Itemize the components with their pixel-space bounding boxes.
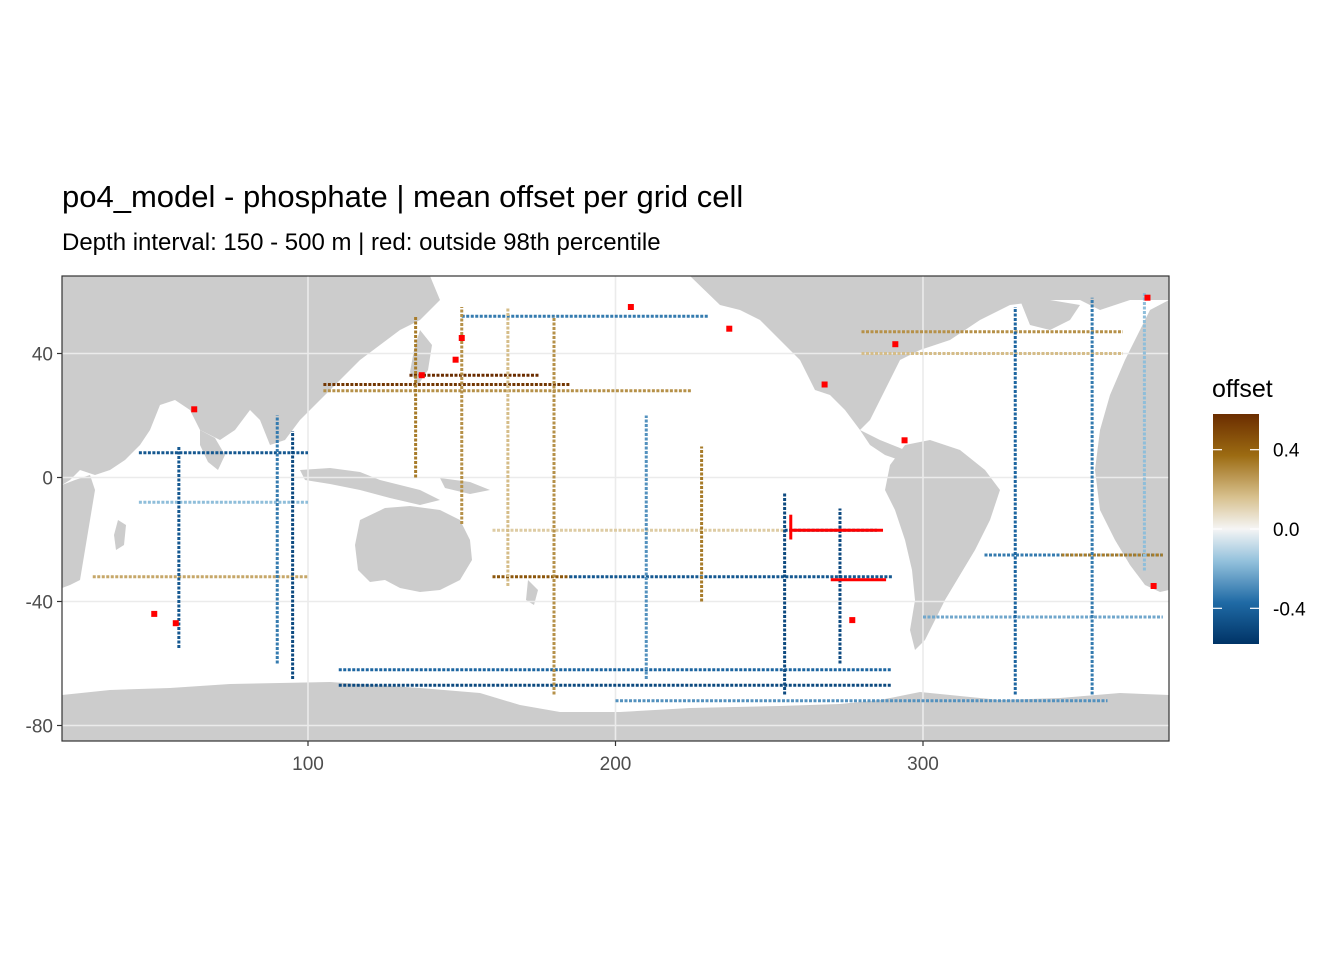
x-tick-label: 300 bbox=[907, 754, 939, 775]
land-africa-south bbox=[62, 475, 95, 588]
land-asia-africa-west bbox=[62, 276, 440, 485]
outlier-cell bbox=[901, 437, 908, 444]
land-new-guinea bbox=[440, 478, 490, 494]
outlier-cell bbox=[172, 620, 179, 627]
outlier-cell bbox=[418, 372, 425, 379]
land-australia bbox=[355, 506, 472, 592]
outlier-marks bbox=[151, 294, 1157, 627]
outlier-cell bbox=[1144, 294, 1151, 301]
outlier-cell bbox=[191, 406, 198, 413]
y-tick-label: 40 bbox=[32, 345, 53, 366]
y-tick-label: 0 bbox=[42, 469, 53, 490]
outlier-cell bbox=[849, 617, 856, 624]
y-tick-label: -40 bbox=[26, 593, 53, 614]
chart-title: po4_model - phosphate | mean offset per … bbox=[62, 179, 743, 214]
outlier-cell bbox=[892, 341, 899, 348]
x-tick-label: 100 bbox=[292, 754, 324, 775]
land-india bbox=[200, 430, 225, 470]
outlier-cell bbox=[458, 335, 465, 341]
outlier-cell bbox=[1150, 583, 1157, 589]
land-africa-east-edge bbox=[1095, 300, 1169, 592]
land-north-america bbox=[690, 276, 1169, 430]
map-layers bbox=[62, 276, 1169, 741]
x-axis: 100 200 300 bbox=[292, 741, 939, 775]
outlier-cell bbox=[151, 610, 158, 617]
land-south-america bbox=[885, 440, 1000, 650]
land-masses bbox=[62, 276, 1169, 741]
legend-tick-label: 0.0 bbox=[1273, 520, 1299, 541]
land-greenland bbox=[1020, 300, 1080, 330]
legend: offset 0.4 0.0 -0.4 bbox=[1212, 375, 1306, 644]
legend-tick-label: 0.4 bbox=[1273, 441, 1300, 462]
land-new-zealand bbox=[526, 580, 538, 605]
legend-title: offset bbox=[1212, 375, 1273, 403]
y-axis: 40 0 -40 -80 bbox=[26, 345, 62, 738]
legend-tick-label: -0.4 bbox=[1273, 599, 1306, 620]
legend-ticks: 0.4 0.0 -0.4 bbox=[1213, 441, 1306, 620]
outlier-cell bbox=[627, 304, 634, 310]
offset-transects bbox=[92, 291, 1163, 703]
y-tick-label: -80 bbox=[26, 717, 53, 738]
outlier-cell bbox=[452, 356, 459, 363]
chart-subtitle: Depth interval: 150 - 500 m | red: outsi… bbox=[62, 229, 661, 256]
land-madagascar bbox=[114, 520, 126, 550]
outlier-cell bbox=[726, 325, 733, 332]
x-tick-label: 200 bbox=[600, 754, 632, 775]
outlier-cell bbox=[821, 381, 828, 388]
